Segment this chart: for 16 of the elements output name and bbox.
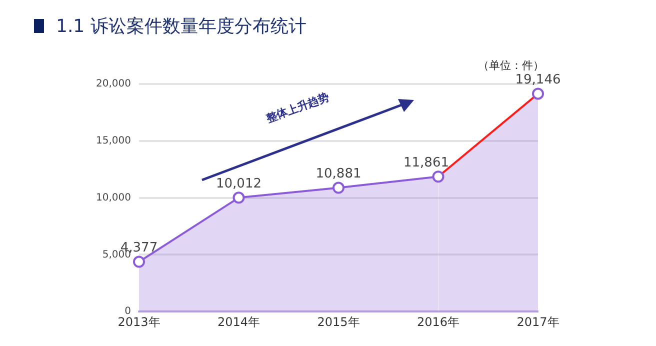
y-tick-label: 20,000 bbox=[96, 78, 131, 90]
y-tick-label: 0 bbox=[124, 306, 131, 318]
data-label: 10,012 bbox=[216, 176, 262, 192]
data-label: 10,881 bbox=[316, 166, 362, 182]
x-tick-label: 2015年 bbox=[317, 314, 360, 329]
annotation: 整体上升趋势 bbox=[264, 89, 332, 126]
x-tick-label: 2013年 bbox=[118, 314, 160, 329]
data-label: 19,146 bbox=[515, 72, 561, 88]
text: （单位：件） bbox=[478, 58, 544, 73]
y-tick-label: 15,000 bbox=[96, 135, 131, 146]
x-tick-label: 2014年 bbox=[217, 314, 260, 329]
y-tick-label: 10,000 bbox=[96, 192, 131, 204]
chart-title: 1.1 诉讼案件数量年度分布统计 bbox=[56, 15, 306, 38]
x-tick-label: 2017年 bbox=[516, 314, 560, 329]
data-label: 11,861 bbox=[404, 155, 449, 170]
x-tick-label: 2016年 bbox=[416, 314, 460, 329]
